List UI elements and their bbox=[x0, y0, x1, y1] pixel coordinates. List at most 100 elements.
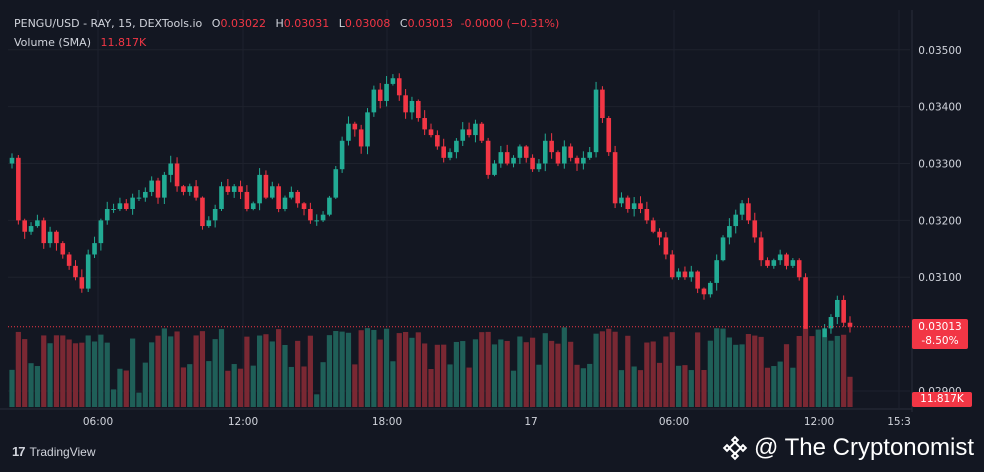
candle-body bbox=[803, 277, 808, 357]
volume-bar bbox=[847, 376, 853, 407]
volume-bar bbox=[218, 329, 225, 407]
candle-body bbox=[771, 260, 777, 266]
y-tick-label: 0.03200 bbox=[918, 215, 961, 227]
candle-body bbox=[276, 186, 281, 209]
candle-body bbox=[308, 209, 313, 221]
volume-bar bbox=[707, 340, 713, 407]
candle-body bbox=[638, 203, 643, 209]
volume-bar bbox=[555, 343, 561, 407]
volume-bar bbox=[295, 340, 301, 407]
volume-bar bbox=[714, 328, 720, 407]
candle-body bbox=[504, 152, 510, 164]
volume-bar bbox=[504, 340, 510, 407]
volume-bar bbox=[587, 363, 593, 407]
candle-body bbox=[85, 254, 91, 289]
candle-body bbox=[822, 328, 827, 340]
volume-bar bbox=[396, 333, 402, 407]
candle-body bbox=[143, 191, 148, 198]
candle-body bbox=[777, 254, 783, 261]
volume-bar bbox=[517, 336, 523, 407]
candle-body bbox=[92, 243, 97, 255]
volume-bar bbox=[536, 364, 542, 407]
volume-bar bbox=[123, 370, 129, 407]
volume-bar bbox=[599, 331, 606, 407]
volume-bar bbox=[695, 332, 701, 407]
volume-bar bbox=[225, 370, 231, 407]
volume-bar bbox=[66, 339, 72, 407]
candle-body bbox=[9, 157, 15, 164]
candle-body bbox=[828, 317, 834, 329]
candle-body bbox=[35, 220, 40, 227]
volume-bar bbox=[244, 336, 250, 407]
candle-body bbox=[320, 214, 326, 221]
volume-bar bbox=[149, 342, 155, 407]
tradingview-label: TradingView bbox=[29, 444, 96, 459]
candle-body bbox=[301, 203, 307, 209]
candle-body bbox=[104, 209, 110, 221]
y-tick-label: 0.03100 bbox=[918, 272, 961, 284]
candle-body bbox=[466, 129, 472, 136]
volume-bar bbox=[625, 335, 631, 407]
volume-bar bbox=[822, 337, 828, 407]
volume-bar bbox=[53, 335, 60, 407]
volume-bar bbox=[60, 335, 66, 407]
candle-body bbox=[517, 146, 523, 158]
candle-body bbox=[212, 209, 218, 221]
volume-bar bbox=[415, 332, 421, 407]
candle-body bbox=[708, 282, 713, 295]
volume-bar bbox=[79, 342, 85, 407]
volume-bar bbox=[403, 331, 409, 407]
volume-value: 11.817K bbox=[100, 36, 147, 49]
candle-body bbox=[225, 186, 231, 192]
candle-body bbox=[396, 78, 402, 96]
volume-bar bbox=[745, 334, 752, 407]
candlestick-chart[interactable]: 0.035000.034000.033000.032000.031000.029… bbox=[0, 0, 984, 432]
volume-bar bbox=[390, 361, 396, 407]
cryptonomist-watermark: @ The Cryptonomist bbox=[722, 434, 974, 462]
volume-bar bbox=[561, 327, 567, 407]
volume-bar bbox=[301, 366, 307, 407]
candle-body bbox=[587, 152, 593, 158]
candle-body bbox=[682, 271, 688, 278]
x-tick-label: 18:00 bbox=[372, 416, 402, 428]
candle-body bbox=[206, 220, 212, 227]
volume-bar bbox=[199, 331, 206, 407]
candle-body bbox=[727, 226, 732, 238]
volume-bar bbox=[256, 335, 263, 407]
candle-body bbox=[416, 100, 421, 119]
candle-body bbox=[250, 203, 256, 209]
x-tick-label: 06:00 bbox=[83, 416, 113, 428]
volume-bar bbox=[593, 333, 599, 407]
candle-body bbox=[441, 146, 446, 158]
volume-bar bbox=[142, 362, 148, 407]
candle-body bbox=[676, 271, 681, 278]
volume-bar bbox=[383, 328, 390, 407]
low-label: L bbox=[338, 17, 345, 30]
candle-body bbox=[428, 129, 434, 136]
candle-body bbox=[733, 214, 739, 227]
volume-bar bbox=[771, 366, 777, 407]
candle-body bbox=[187, 186, 193, 192]
volume-bar bbox=[758, 336, 764, 407]
tradingview-logo[interactable]: 17 TradingView bbox=[12, 444, 96, 459]
volume-bar bbox=[85, 335, 91, 407]
volume-bar bbox=[314, 394, 320, 407]
volume-bar bbox=[155, 335, 161, 407]
candle-body bbox=[377, 89, 383, 101]
candle-body bbox=[219, 186, 224, 209]
volume-bar bbox=[783, 344, 790, 407]
candle-body bbox=[644, 209, 650, 221]
candle-body bbox=[16, 157, 21, 221]
candle-body bbox=[606, 118, 612, 153]
candle-body bbox=[714, 260, 719, 283]
x-tick-label: 17 bbox=[524, 416, 537, 428]
volume-bar bbox=[460, 341, 466, 407]
volume-bar bbox=[345, 332, 352, 407]
candle-body bbox=[123, 203, 129, 209]
candle-body bbox=[409, 100, 415, 113]
candle-body bbox=[650, 220, 656, 232]
volume-bar bbox=[15, 331, 21, 407]
candle-body bbox=[117, 203, 123, 209]
candle-body bbox=[47, 231, 53, 244]
